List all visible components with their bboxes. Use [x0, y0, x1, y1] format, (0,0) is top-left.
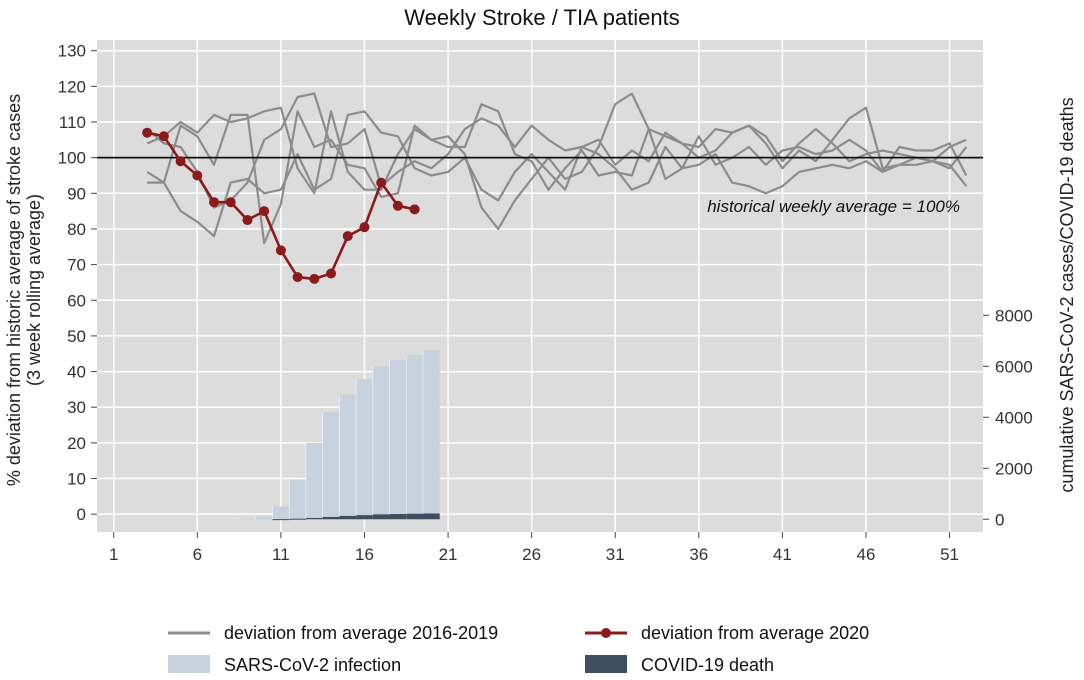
point-2020-week-17: [376, 177, 387, 188]
y-tick-label-130: 130: [58, 42, 86, 61]
infection-bar-week-18: [389, 359, 407, 520]
y-tick-label-20: 20: [67, 434, 86, 453]
infection-bar-week-13: [305, 442, 323, 520]
bars-layer: [238, 349, 440, 521]
point-2020-week-9: [242, 215, 253, 226]
y2-tick-label-4000: 4000: [995, 408, 1033, 427]
legend-2020-marker: [601, 628, 611, 638]
y-tick-label-60: 60: [67, 291, 86, 310]
infection-bar-week-16: [356, 379, 373, 520]
y-axis-title-line1: % deviation from historic average of str…: [4, 94, 24, 486]
point-2020-week-8: [225, 197, 236, 208]
point-2020-week-3: [142, 127, 153, 138]
y-axis-title-line2: (3 week rolling average): [24, 194, 44, 386]
infection-bar-week-14: [322, 412, 340, 520]
historic-line-2019: [146, 92, 968, 209]
death-bar-week-12: [289, 518, 306, 520]
point-2020-week-11: [275, 245, 286, 256]
point-2020-week-6: [192, 170, 203, 181]
historic-lines-layer: [146, 92, 968, 245]
plot-background: [97, 40, 983, 532]
infection-bar-week-15: [339, 394, 357, 520]
y2-tick-label-2000: 2000: [995, 459, 1033, 478]
legend-infection-swatch: [168, 655, 210, 673]
point-2020-week-14: [326, 268, 337, 279]
point-2020-week-4: [158, 131, 169, 142]
point-2020-week-15: [342, 231, 353, 242]
x-axis-ticks: 1 6 11 16 21 26 31 36 41 46 51: [109, 532, 959, 564]
legend-death-label: COVID-19 death: [641, 655, 774, 675]
x-tick-label-1: 1: [109, 545, 118, 564]
point-2020-week-18: [392, 200, 403, 211]
y-tick-label-70: 70: [67, 256, 86, 275]
infection-bar-week-10: [255, 516, 273, 520]
infection-bar-week-12: [289, 479, 306, 520]
death-bar-week-14: [322, 516, 340, 520]
x-tick-label-36: 36: [689, 545, 708, 564]
infection-bar-week-20: [422, 349, 440, 520]
y-tick-label-100: 100: [58, 149, 86, 168]
point-2020-week-13: [309, 273, 320, 284]
y-tick-label-110: 110: [59, 113, 86, 132]
x-tick-label-31: 31: [606, 545, 625, 564]
death-bar-week-16: [356, 515, 373, 520]
x-tick-label-11: 11: [272, 545, 290, 564]
historic-line-2016: [147, 103, 967, 245]
historic-line-2018: [146, 110, 968, 238]
x-tick-label-41: 41: [773, 545, 792, 564]
legend-2020-label: deviation from average 2020: [641, 623, 869, 643]
infection-bar-week-19: [406, 354, 423, 520]
point-2020-week-12: [292, 272, 303, 283]
y-tick-label-30: 30: [67, 398, 86, 417]
death-bar-week-20: [422, 513, 440, 520]
legend-infection-label: SARS-CoV-2 infection: [224, 655, 401, 675]
y-axis-ticks: 0 10 20 30 40 50 60 70 80 90 100 110 120 130: [58, 42, 97, 524]
y-tick-label-40: 40: [67, 363, 86, 382]
y-tick-label-10: 10: [67, 470, 86, 489]
x-tick-label-26: 26: [522, 545, 541, 564]
y2-axis-title: cumulative SARS-CoV-2 cases/COVID-19 dea…: [1057, 97, 1077, 492]
point-2020-week-10: [259, 206, 270, 217]
death-bar-week-17: [372, 514, 390, 520]
x-tick-label-6: 6: [193, 545, 202, 564]
y2-tick-label-6000: 6000: [995, 357, 1033, 376]
infection-bar-week-11: [272, 506, 290, 520]
y-tick-label-120: 120: [58, 77, 86, 96]
death-bar-week-18: [389, 514, 407, 520]
y-tick-label-0: 0: [77, 505, 86, 524]
point-2020-week-7: [209, 197, 220, 208]
y2-tick-label-0: 0: [995, 510, 1004, 529]
legend-death-swatch: [585, 655, 627, 673]
death-bar-week-13: [305, 517, 323, 520]
x-tick-label-16: 16: [355, 545, 374, 564]
y-tick-label-90: 90: [67, 184, 86, 203]
y2-axis-ticks: 0 2000 4000 6000 8000: [983, 306, 1033, 529]
chart-title: Weekly Stroke / TIA patients: [404, 5, 680, 30]
x-tick-label-21: 21: [439, 545, 458, 564]
death-bar-week-11: [272, 519, 290, 521]
death-bar-week-15: [339, 515, 357, 520]
legend-historic-label: deviation from average 2016-2019: [224, 623, 498, 643]
infection-bar-week-17: [372, 366, 390, 520]
legend: deviation from average 2016-2019 deviati…: [168, 623, 869, 675]
reference-annotation: historical weekly average = 100%: [707, 197, 960, 216]
point-2020-week-16: [359, 222, 370, 233]
x-tick-label-46: 46: [857, 545, 876, 564]
death-bar-week-19: [406, 513, 423, 520]
y2-tick-label-8000: 8000: [995, 306, 1033, 325]
y-tick-label-50: 50: [67, 327, 86, 346]
historic-line-2017: [146, 92, 968, 231]
infection-bar-week-9: [239, 518, 256, 520]
line-2020-layer: [142, 127, 420, 284]
x-tick-label-51: 51: [940, 545, 959, 564]
y-tick-label-80: 80: [67, 220, 86, 239]
point-2020-week-19: [409, 204, 420, 215]
point-2020-week-5: [175, 156, 186, 167]
